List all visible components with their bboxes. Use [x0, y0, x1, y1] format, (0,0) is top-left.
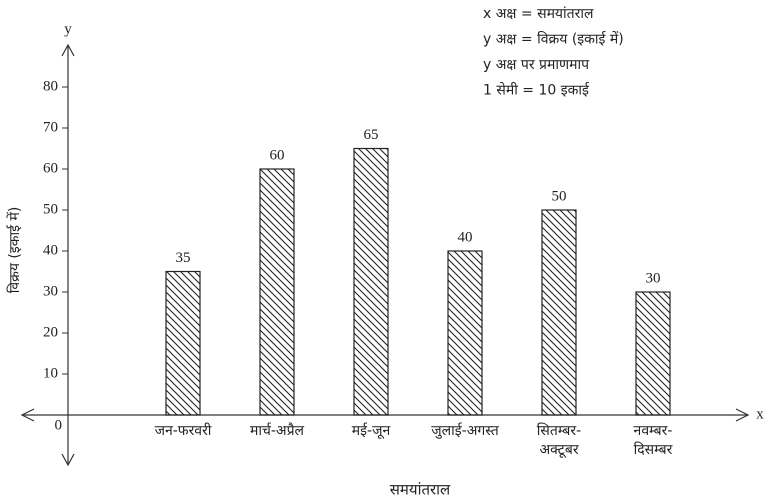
note: 1 सेमी = 10 इकाई — [483, 82, 590, 99]
note: y अक्ष = विक्रय (इकाई में) — [483, 31, 624, 48]
bar — [259, 168, 295, 416]
x-symbol: x — [756, 406, 764, 422]
note: x अक्ष = समयांतराल — [483, 6, 594, 22]
x-tick-label: मार्च-अप्रैल — [249, 423, 305, 439]
y-tick-label: 20 — [43, 324, 58, 340]
y-tick-label: 80 — [43, 78, 58, 94]
y-symbol: y — [64, 21, 72, 37]
x-tick-label: मई-जून — [351, 423, 391, 439]
bar — [541, 209, 577, 416]
x-axis-label: समयांतराल — [390, 481, 451, 499]
y-tick-label: 60 — [43, 160, 58, 176]
y-axis-label: विक्रय (इकाई में) — [6, 207, 23, 294]
bar — [165, 270, 201, 416]
x-tick-label: जुलाई-अगस्त — [431, 423, 499, 439]
y-tick-label: 70 — [43, 119, 58, 135]
value-label: 50 — [552, 188, 567, 204]
y-tick-label: 0 — [55, 417, 63, 433]
y-tick-label: 50 — [43, 201, 58, 217]
y-tick-label: 30 — [43, 283, 58, 299]
y-tick-label: 10 — [43, 365, 58, 381]
value-label: 60 — [270, 147, 285, 163]
x-tick-label: सितम्बर- अक्टूबर — [536, 423, 582, 458]
y-tick-label: 40 — [43, 242, 58, 258]
value-label: 65 — [364, 127, 379, 143]
note: y अक्ष पर प्रमाणमाप — [483, 57, 590, 73]
value-label: 35 — [176, 250, 191, 266]
bar — [353, 147, 389, 416]
x-tick-label: नवम्बर- दिसम्बर — [633, 423, 673, 458]
bar — [447, 250, 483, 416]
value-label: 40 — [458, 229, 473, 245]
x-tick-label: जन-फरवरी — [154, 423, 212, 439]
value-label: 30 — [646, 270, 661, 286]
bar — [635, 291, 671, 416]
